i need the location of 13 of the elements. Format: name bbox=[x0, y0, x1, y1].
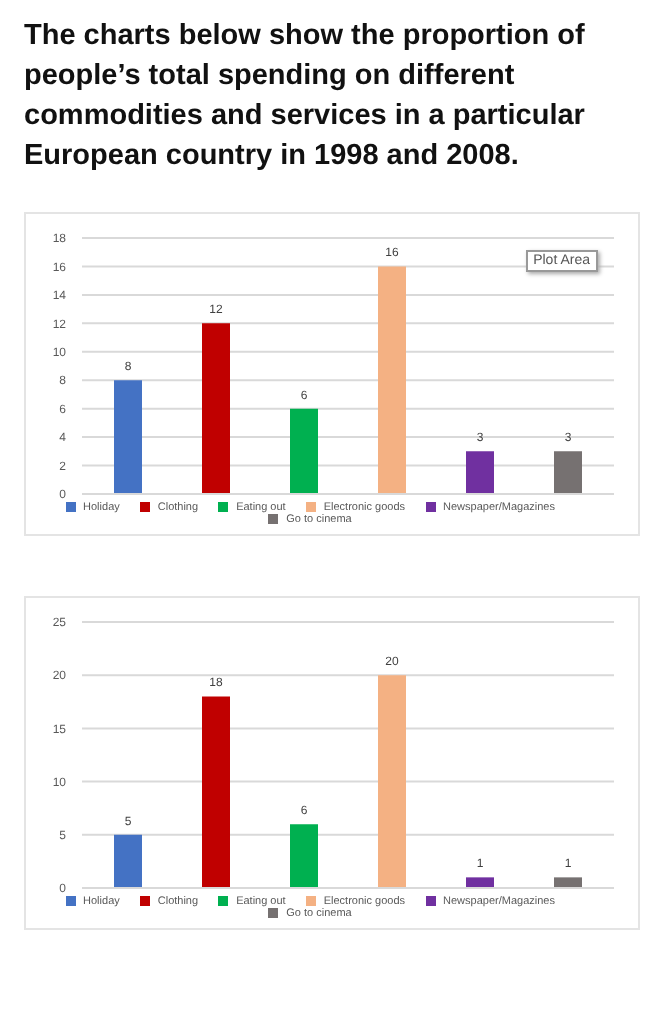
bar bbox=[290, 408, 318, 494]
bar bbox=[202, 696, 230, 888]
bar bbox=[554, 877, 582, 888]
bar bbox=[378, 675, 406, 888]
bar bbox=[202, 323, 230, 494]
bar bbox=[114, 834, 142, 888]
bar bbox=[290, 824, 318, 888]
bar bbox=[114, 380, 142, 494]
bar bbox=[554, 451, 582, 494]
bar bbox=[378, 266, 406, 494]
bar bbox=[466, 877, 494, 888]
bar bbox=[466, 451, 494, 494]
chart-title: The charts below show the proportion of people’s total spending on different commodities and services in a particular European country in 1998 and 2008. bbox=[24, 18, 587, 176]
